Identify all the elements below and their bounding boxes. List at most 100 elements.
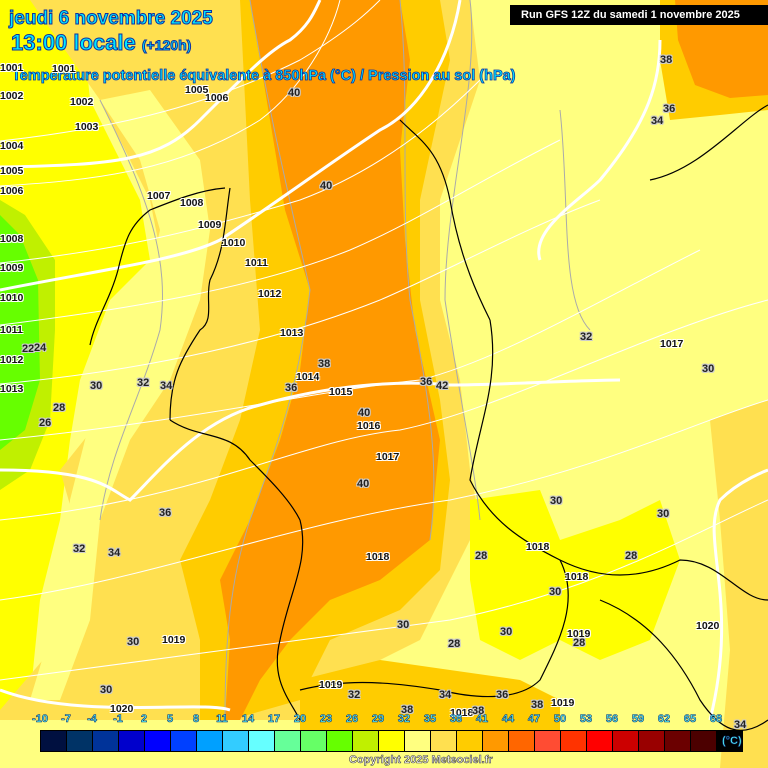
temperature-label: 34 [734, 719, 747, 731]
colorbar-tick-label: 38 [449, 713, 463, 726]
colorbar-cell [249, 731, 275, 751]
pressure-label: 1012 [0, 354, 24, 366]
temperature-label: 32 [348, 689, 361, 701]
temperature-label: 28 [475, 550, 488, 562]
pressure-label: 1008 [0, 233, 24, 245]
colorbar-cell [171, 731, 197, 751]
temperature-label: 40 [358, 407, 371, 419]
colorbar-cell [561, 731, 587, 751]
isotherms [99, 0, 591, 721]
colorbar-tick-label: 65 [683, 713, 697, 726]
pressure-label: 1012 [258, 288, 282, 300]
forecast-local-time: 13:00 locale [11, 30, 137, 55]
colorbar-tick-label: 2 [140, 713, 148, 726]
pressure-label: 1013 [280, 327, 304, 339]
colorbar-cell [93, 731, 119, 751]
pressure-label: 1015 [329, 386, 353, 398]
temperature-label: 36 [663, 103, 676, 115]
colorbar-tick-label: 26 [345, 713, 359, 726]
colorbar-cell [275, 731, 301, 751]
pressure-label: 1016 [357, 420, 381, 432]
isobars [0, 0, 768, 681]
temperature-label: 34 [439, 689, 452, 701]
temp-zone-pale-lowlands [30, 90, 210, 700]
pressure-label: 1017 [660, 338, 684, 350]
pressure-label: 1018 [450, 707, 474, 719]
colorbar-cell [197, 731, 223, 751]
temperature-label: 30 [127, 636, 140, 648]
colorbar-tick-label: 35 [423, 713, 437, 726]
colorbar-cell [67, 731, 93, 751]
colorbar-tick-label: 29 [371, 713, 385, 726]
colorbar-ticks: -10 -7 -4 -1 2 5 8 11 14 17 20 23 26 29 32 35 38 41 44 47 50… [0, 713, 768, 727]
pressure-label: 1009 [198, 219, 222, 231]
isobars-major [0, 0, 768, 721]
pressure-label: 1019 [567, 628, 591, 640]
temp-zone-green-core [0, 215, 40, 450]
temperature-label: 26 [39, 417, 52, 429]
temperature-label: 32 [73, 543, 86, 555]
pressure-label: 1014 [296, 371, 320, 383]
temperature-label: 34 [108, 547, 121, 559]
colorbar-tick-label: -7 [61, 713, 71, 726]
pressure-label: 1019 [162, 634, 186, 646]
temperature-label: 24 [34, 342, 47, 354]
pressure-label: 1001 [0, 62, 24, 74]
temperature-label: 40 [288, 87, 301, 99]
temperature-label: 30 [500, 626, 513, 638]
pressure-label: 1011 [245, 257, 268, 269]
pressure-label: 1019 [319, 679, 343, 691]
colorbar-cell [405, 731, 431, 751]
temperature-label: 30 [100, 684, 113, 696]
colorbar-tick-label: -4 [87, 713, 97, 726]
colorbar-cell [379, 731, 405, 751]
colorbar-tick-label: 41 [475, 713, 489, 726]
colorbar-tick-label: 44 [501, 713, 515, 726]
pressure-label: 1002 [0, 90, 24, 102]
colorbar-unit: (°C) [722, 735, 742, 748]
pressure-label: 1013 [0, 383, 24, 395]
temp-zone-orange-ridge [220, 0, 440, 720]
temperature-label: 28 [625, 550, 638, 562]
forecast-date: jeudi 6 novembre 2025 [9, 8, 214, 30]
colorbar-tick-label: -1 [113, 713, 123, 726]
temperature-label: 30 [397, 619, 410, 631]
temperature-label: 38 [318, 358, 331, 370]
pressure-label: 1018 [366, 551, 390, 563]
temp-zone-alps-orange [300, 660, 560, 730]
colorbar-tick-label: 8 [192, 713, 200, 726]
colorbar [40, 730, 743, 752]
temperature-label: 36 [496, 689, 509, 701]
colorbar-cell [509, 731, 535, 751]
temperature-label: 34 [651, 115, 664, 127]
temp-zone-ffe050-east [710, 400, 768, 768]
run-info-box: Run GFS 12Z du samedi 1 novembre 2025 [510, 5, 768, 25]
colorbar-tick-label: 62 [657, 713, 671, 726]
colorbar-tick-label: 50 [553, 713, 567, 726]
pressure-label: 1017 [376, 451, 400, 463]
temperature-label: 36 [285, 382, 298, 394]
temperature-label: 38 [660, 54, 673, 66]
temperature-label: 30 [550, 495, 563, 507]
temperature-label: 30 [90, 380, 103, 392]
pressure-label: 1018 [526, 541, 550, 553]
temperature-label: 22 [22, 343, 35, 355]
colorbar-cell [301, 731, 327, 751]
pressure-label: 1018 [565, 571, 589, 583]
colorbar-tick-label: 68 [709, 713, 723, 726]
colorbar-tick-label: 5 [166, 713, 174, 726]
temperature-label: 42 [436, 380, 449, 392]
colorbar-cell [665, 731, 691, 751]
temperature-label: 36 [420, 376, 433, 388]
colorbar-cell [457, 731, 483, 751]
lead-time: (+120h) [141, 37, 192, 54]
pressure-label: 1009 [0, 262, 24, 274]
colorbar-tick-label: 56 [605, 713, 619, 726]
temperature-label: 28 [573, 637, 586, 649]
colorbar-tick-label: 59 [631, 713, 645, 726]
colorbar-cell [145, 731, 171, 751]
temperature-label: 38 [472, 705, 485, 717]
pressure-label: 1003 [75, 121, 99, 133]
colorbar-tick-label: 17 [267, 713, 281, 726]
